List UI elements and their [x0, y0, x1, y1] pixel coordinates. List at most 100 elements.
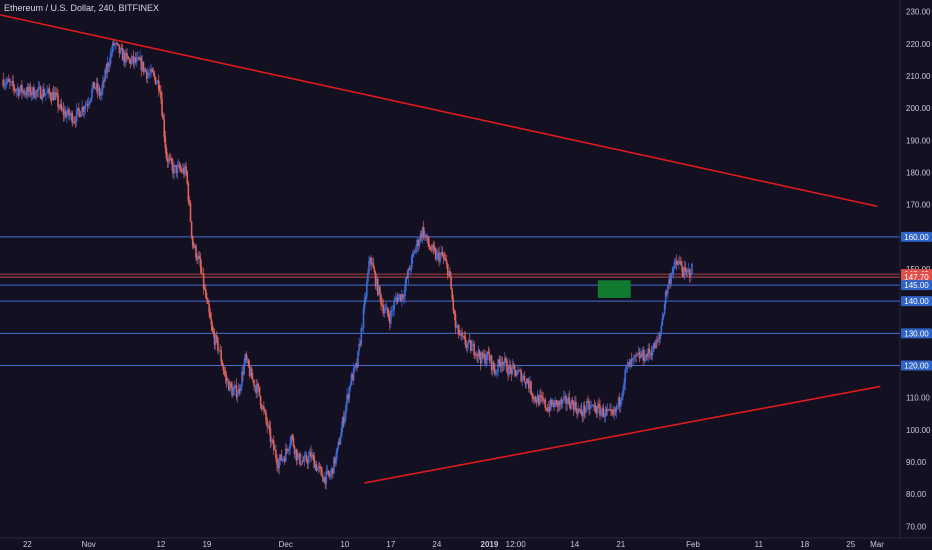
candle-body [44, 94, 46, 96]
candle-body [463, 335, 466, 338]
candle-body [207, 299, 209, 304]
candle-body [364, 296, 367, 300]
candle-body [27, 87, 30, 92]
candle-body [68, 108, 70, 116]
candle-body [367, 272, 369, 283]
candle-body [428, 243, 430, 248]
candle-body [417, 239, 420, 246]
candle-body [185, 166, 187, 172]
candle-body [252, 378, 254, 380]
candle-body [328, 474, 331, 476]
candle-body [174, 165, 176, 166]
candle-body [205, 289, 207, 298]
candle-body [222, 366, 225, 371]
candle-body [85, 104, 88, 106]
candle-body [157, 80, 160, 91]
candle-body [497, 359, 499, 372]
symbol-legend[interactable]: Ethereum / U.S. Dollar, 240, BITFINEX [4, 3, 160, 13]
candle-body [82, 107, 85, 112]
price-badge [901, 280, 932, 291]
candle-body [107, 63, 110, 67]
time-tick-label: 12:00 [506, 540, 527, 549]
horizontal-levels [0, 236, 900, 367]
candle-body [36, 90, 39, 92]
candle-body [295, 449, 298, 461]
candle-body [7, 79, 10, 82]
candle-body [414, 251, 416, 253]
candle-body [189, 203, 192, 222]
price-axis[interactable]: 230.00 220.00 210.00 200.00 190.00 180.00 170.… [899, 0, 931, 538]
candle-body [34, 97, 36, 99]
candle-body [398, 294, 401, 297]
candle-body [284, 448, 287, 462]
candle-body [49, 93, 52, 98]
candle-body [17, 88, 20, 96]
time-tick-label: Nov [82, 540, 96, 549]
candle-body [196, 257, 198, 260]
candle-body [456, 325, 459, 328]
candle-body [368, 260, 370, 273]
candle-body [270, 439, 273, 442]
price-tick-label: 90.00 [906, 458, 927, 467]
candle-body [437, 252, 439, 254]
candle-body [413, 251, 415, 254]
price-tick-label: 200.00 [906, 104, 931, 113]
candle-body [512, 364, 515, 366]
candle-body [554, 400, 556, 408]
candle-body [190, 221, 193, 236]
candle-body [650, 352, 653, 356]
candle-body [335, 453, 337, 464]
candle-body [431, 245, 434, 251]
candle-body [686, 269, 689, 273]
candle-body [467, 340, 470, 344]
price-tick-label: 80.00 [906, 490, 927, 499]
candle-body [40, 98, 43, 100]
candle-body [524, 381, 527, 385]
candle-body [30, 94, 33, 96]
candle-body [115, 42, 117, 45]
candle-body [633, 356, 635, 359]
candle-body [678, 260, 680, 265]
candle-body [170, 158, 172, 160]
candle-body [13, 86, 16, 90]
candle-body [606, 409, 609, 412]
candle-body [669, 279, 671, 284]
candle-body [541, 396, 543, 398]
candle-body [175, 165, 178, 174]
candle-body [662, 314, 665, 318]
time-axis[interactable]: 22 Nov 12 19 Dec 10 17 24 2019 12:00 14 21 Feb 11 18 25… [0, 537, 932, 549]
candle-body [349, 384, 352, 387]
candle-body [132, 56, 135, 63]
candle-body [237, 388, 240, 395]
candle-body [577, 408, 579, 415]
candle-body [104, 69, 106, 82]
price-badge-label: 145.00 [904, 281, 929, 290]
candle-body [602, 407, 605, 417]
candle-body [464, 337, 467, 345]
candle-body [421, 227, 424, 238]
candle-body [405, 277, 408, 286]
candle-body [556, 400, 559, 407]
candle-body [162, 115, 164, 120]
candle-body [519, 370, 521, 372]
time-tick-label: 22 [23, 540, 32, 549]
candle-body [103, 80, 105, 82]
candle-body [199, 257, 202, 267]
candle-body [475, 353, 478, 356]
candle-body [511, 364, 514, 375]
candle-body [276, 458, 278, 465]
candle-body [198, 256, 201, 258]
candle-body [264, 409, 266, 413]
candle-body [422, 227, 425, 238]
candle-body [581, 414, 584, 416]
candle-body [534, 396, 537, 401]
candle-body [214, 335, 217, 345]
time-tick-label: 25 [846, 540, 855, 549]
candle-body [566, 403, 568, 405]
candle-body [489, 355, 492, 361]
candle-body [155, 82, 158, 85]
candle-body [309, 452, 311, 456]
candle-body [641, 349, 644, 357]
candle-body [569, 405, 572, 409]
